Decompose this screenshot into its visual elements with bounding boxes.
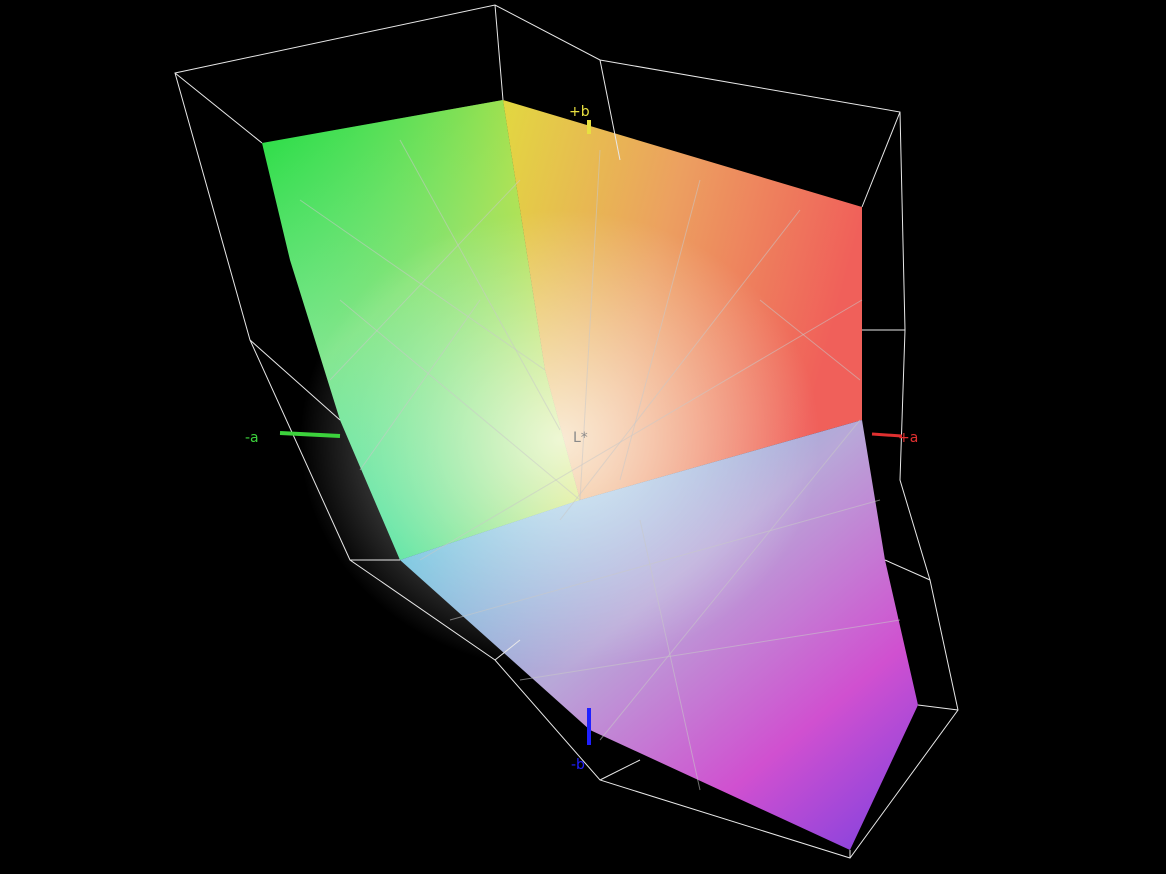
wireframe [174, 4, 959, 859]
axis-minus-a [279, 431, 341, 438]
neutral-core [300, 210, 820, 670]
mesh [299, 139, 901, 791]
label-minus-b: -b [571, 757, 585, 773]
label-plus-b: +b [569, 104, 590, 120]
label-lightness: L* [573, 430, 588, 446]
label-minus-a: -a [245, 430, 259, 446]
axis-plus-a [871, 432, 903, 438]
reference-gamut [174, 4, 959, 859]
axes: -a +a +b -b L* [245, 104, 918, 773]
gamut-solid [262, 100, 918, 850]
label-plus-a: +a [898, 430, 918, 446]
